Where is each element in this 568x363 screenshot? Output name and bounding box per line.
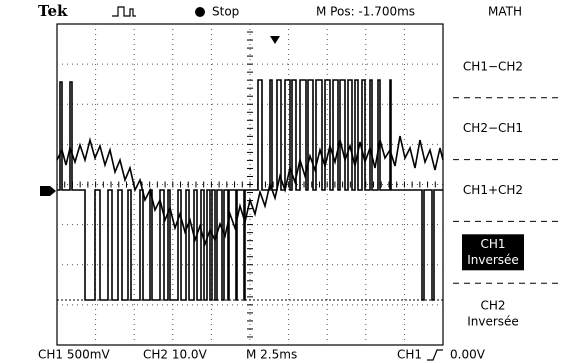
menu-item-label: CH1	[480, 237, 505, 251]
menu-item-label: CH2	[480, 299, 505, 313]
trigger-level: 0.00V	[450, 348, 486, 362]
menu-title: MATH	[488, 5, 522, 19]
menu-item-label: CH2−CH1	[463, 121, 523, 135]
horizontal-position: M Pos: -1.700ms	[316, 5, 415, 19]
menu-item-label: Inversée	[467, 315, 519, 329]
menu-item-label: CH1−CH2	[463, 59, 523, 73]
run-status: Stop	[212, 5, 239, 19]
brand: Tek	[38, 2, 68, 20]
ch2-scale: CH2 10.0V	[143, 348, 208, 362]
timebase: M 2.5ms	[246, 348, 297, 362]
trigger-source: CH1	[397, 348, 422, 362]
menu-item-label: CH1+CH2	[463, 183, 523, 197]
ch1-scale: CH1 500mV	[38, 348, 110, 362]
menu-item-label: Inversée	[467, 253, 519, 267]
stop-indicator	[195, 7, 205, 17]
oscilloscope-screen: Tek Stop M Pos: -1.700ms MATH CH1−CH2 CH2…	[0, 0, 568, 363]
